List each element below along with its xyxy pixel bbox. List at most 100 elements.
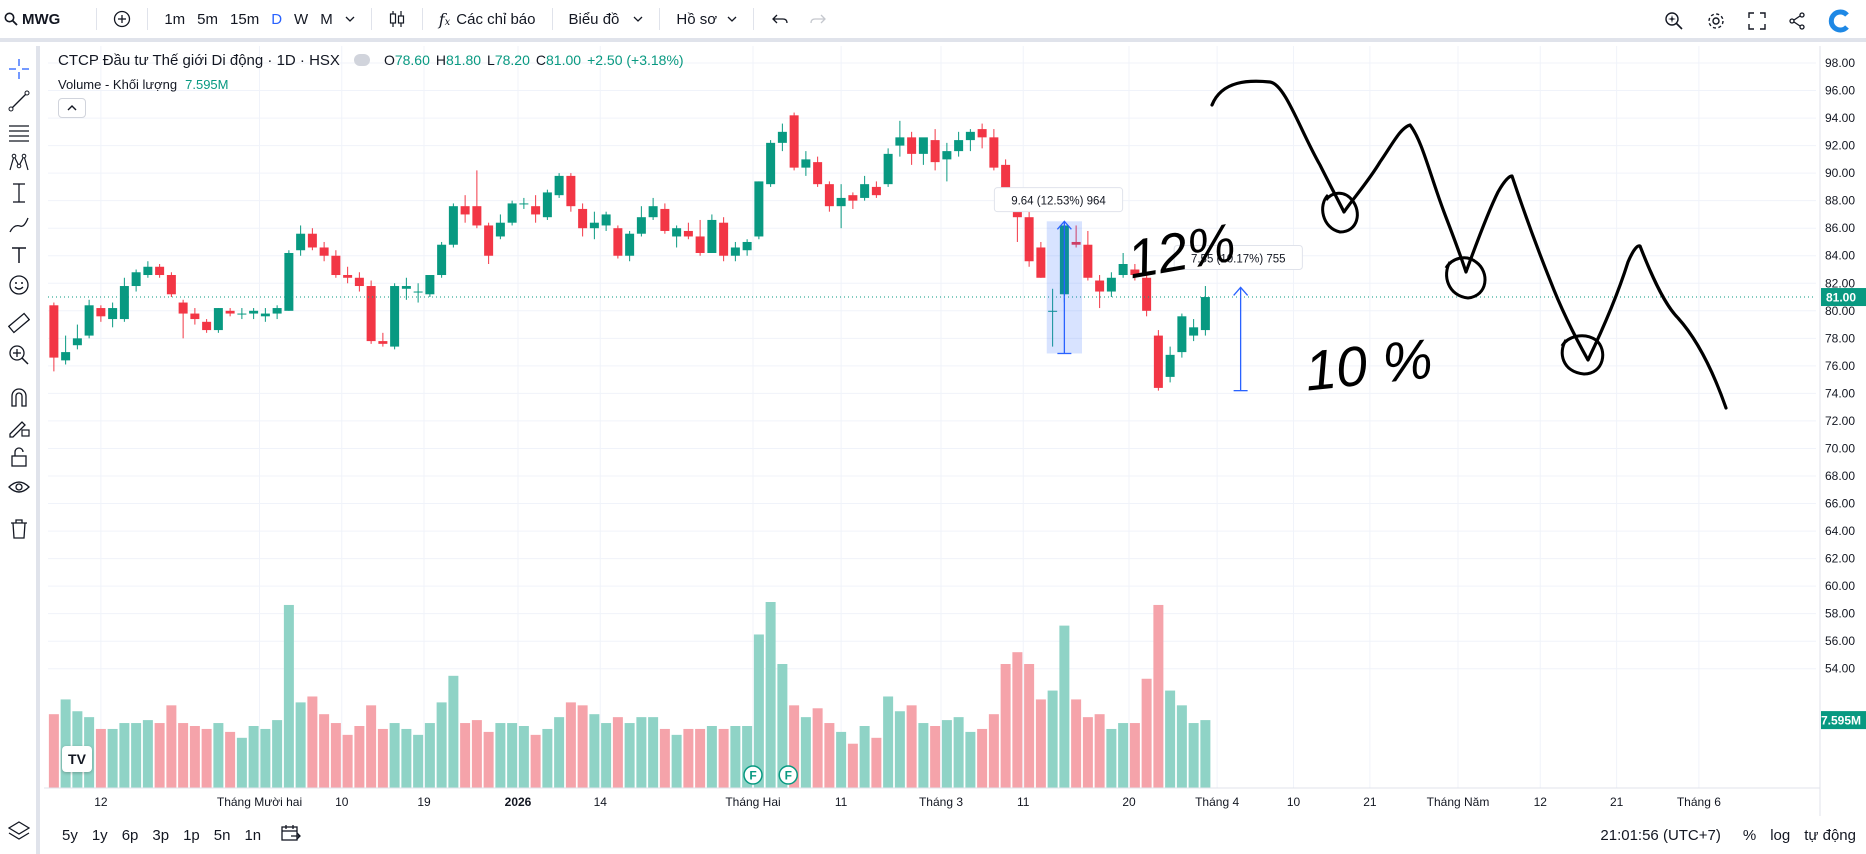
circle-mark-3 (1560, 334, 1605, 376)
auto-scale-toggle[interactable]: tự động (1804, 826, 1856, 844)
volume-bar (225, 731, 236, 788)
time-tick-label: 21 (1363, 795, 1377, 809)
interval-m[interactable]: M (320, 10, 333, 28)
quick-search-icon[interactable] (1664, 11, 1684, 31)
interval-dropdown-button[interactable] (339, 0, 361, 38)
redo-button[interactable] (796, 0, 840, 38)
candle-body (777, 131, 787, 143)
crosshair-tool[interactable] (6, 56, 32, 82)
magnet-tool[interactable] (6, 384, 32, 410)
time-axis: 12 Tháng Mười hai 10 19 2026 14 Tháng Hai 11 Thá… (44, 787, 1820, 809)
time-tick-label: 10 (335, 795, 349, 809)
interval-15m[interactable]: 15m (230, 10, 260, 28)
price-tick-label: 70.00 (1825, 441, 1855, 455)
lines-icon (9, 125, 29, 142)
volume-bar (518, 726, 529, 788)
interval-1m[interactable]: 1m (164, 10, 186, 28)
legend-volume-row: Volume - Khối lượng 7.595M (58, 74, 684, 94)
fullscreen-icon[interactable] (1748, 12, 1766, 30)
candle-body (613, 228, 623, 256)
legend-l-label: L (487, 52, 495, 68)
candle-body (484, 225, 494, 256)
tradingview-logo[interactable]: TV (62, 746, 92, 772)
volume-bar (988, 714, 999, 788)
volume-bar (577, 705, 588, 788)
candle-body (61, 352, 71, 361)
price-tick-label: 68.00 (1825, 469, 1855, 483)
text-tool[interactable] (6, 242, 32, 268)
emoji-tool[interactable] (6, 272, 32, 298)
range-5n[interactable]: 5n (213, 826, 231, 844)
percent-toggle[interactable]: % (1742, 826, 1757, 844)
fx-icon: fx (438, 9, 451, 29)
share-icon[interactable] (1788, 12, 1806, 30)
volume-bar (812, 708, 823, 788)
goto-date-button[interactable] (274, 824, 308, 846)
interval-d[interactable]: D (271, 10, 283, 28)
volume-bar (507, 723, 518, 788)
earnings-marker-label: F (785, 769, 792, 783)
lock-drawing-tool[interactable] (6, 414, 32, 440)
candle-body (190, 313, 200, 320)
price-tick-label: 90.00 (1825, 166, 1855, 180)
range-3p[interactable]: 3p (152, 826, 170, 844)
forecast-tool[interactable] (6, 180, 32, 206)
ruler-tool[interactable] (6, 310, 32, 336)
symbol-label: MWG (22, 10, 61, 28)
candle-body (1059, 225, 1069, 295)
clock[interactable]: 21:01:56 (UTC+7) (1600, 826, 1721, 844)
candle-body (883, 153, 893, 185)
volume-bar (283, 604, 294, 788)
log-toggle[interactable]: log (1770, 826, 1791, 844)
legend-collapse-button[interactable] (58, 98, 86, 118)
volume-bar (730, 726, 741, 788)
range-6p[interactable]: 6p (121, 826, 139, 844)
candle-body (801, 159, 811, 168)
profile-button[interactable]: Hồ sơ (670, 0, 743, 38)
range-1p[interactable]: 1p (183, 826, 200, 844)
volume-bar (659, 728, 670, 788)
lock-all-tool[interactable] (6, 444, 32, 470)
compare-add-button[interactable] (107, 0, 137, 38)
gear-icon[interactable] (1706, 11, 1726, 31)
range-5y[interactable]: 5y (62, 826, 78, 844)
remove-tool[interactable] (6, 516, 32, 542)
time-tick-label: 21 (1610, 795, 1624, 809)
interval-5m[interactable]: 5m (197, 10, 219, 28)
candle-body (343, 275, 353, 278)
volume-bar (342, 734, 353, 788)
handwriting-10-percent: 10 % (1302, 327, 1436, 403)
volume-label[interactable]: Volume - Khối lượng (58, 76, 178, 92)
volume-bar (401, 728, 412, 788)
brush-tool[interactable] (6, 212, 32, 238)
candle-body (1083, 244, 1093, 278)
volume-bar (1000, 664, 1011, 788)
interval-w[interactable]: W (294, 10, 309, 28)
zoom-tool[interactable] (6, 342, 32, 368)
volume-bar (601, 723, 612, 788)
earnings-marker-label: F (749, 769, 756, 783)
legend-title[interactable]: CTCP Đầu tư Thế giới Di động · 1D · HSX (58, 51, 340, 69)
chart-type-button[interactable]: Biểu đồ (563, 0, 650, 38)
pattern-tool[interactable] (6, 150, 32, 176)
indicators-label: Các chỉ báo (456, 10, 536, 28)
candle-body (954, 140, 964, 152)
symbol-search-button[interactable]: MWG (0, 0, 66, 38)
volume-bar (131, 723, 142, 788)
candles-style-button[interactable] (382, 0, 412, 38)
ruler-icon (8, 312, 30, 334)
volume-bar (272, 720, 283, 788)
range-1y[interactable]: 1y (91, 826, 108, 844)
trendline-tool[interactable] (6, 88, 32, 114)
candle-body (1048, 310, 1058, 312)
indicators-button[interactable]: fx Các chỉ báo (433, 0, 542, 38)
hide-tool[interactable] (6, 474, 32, 500)
legend-eye-icon[interactable] (353, 54, 370, 66)
range-1n[interactable]: 1n (244, 826, 262, 844)
time-tick-label: 11 (1017, 795, 1030, 809)
undo-button[interactable] (764, 0, 796, 38)
fib-tool[interactable] (6, 120, 32, 146)
pencil-lock-icon (9, 421, 30, 438)
object-tree-tool[interactable] (6, 818, 32, 844)
